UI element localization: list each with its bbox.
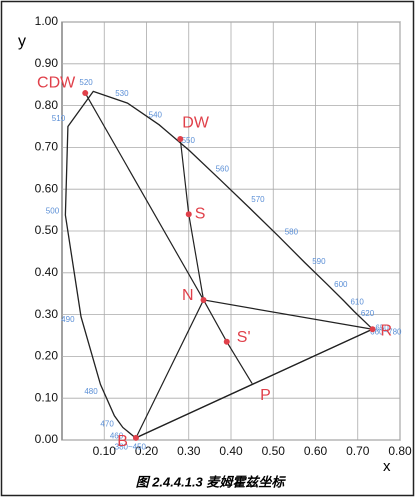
construction-line: [84, 92, 205, 301]
point-label: S: [195, 205, 206, 222]
wavelength-label: 530: [115, 89, 129, 98]
point-marker: [177, 136, 184, 143]
point-label: R: [381, 322, 393, 339]
y-tick-label: 0.90: [35, 56, 59, 70]
y-tick-label: 1.00: [35, 14, 59, 28]
y-tick-label: 0.20: [35, 349, 59, 363]
point-label: N: [182, 287, 194, 304]
wavelength-label: 460: [110, 431, 124, 440]
point-label: B: [117, 433, 128, 450]
x-tick-label: 0.60: [304, 444, 328, 458]
wavelength-label: 600: [334, 280, 348, 289]
y-tick-label: 0.40: [35, 265, 59, 279]
wavelength-label: 650: [375, 324, 389, 333]
wavelength-label: 570: [251, 195, 265, 204]
x-axis-label: x: [383, 458, 391, 475]
y-tick-label: 0.60: [35, 181, 59, 195]
point-label: CDW: [37, 74, 76, 91]
wavelength-label: 520: [79, 78, 93, 87]
wavelength-label: 660~780: [370, 327, 402, 336]
wavelength-label: 470: [100, 419, 114, 428]
wavelength-label: 480: [84, 387, 98, 396]
point-label: DW: [182, 114, 210, 131]
wavelength-label: 540: [149, 110, 163, 119]
x-tick-label: 0.30: [177, 444, 201, 458]
wavelength-label: 380~450: [115, 442, 147, 451]
wavelength-label: 560: [216, 164, 230, 173]
x-tick-label: 0.20: [135, 444, 159, 458]
x-tick-label: 0.50: [262, 444, 286, 458]
construction-line: [135, 328, 373, 439]
y-tick-label: 0.80: [35, 98, 59, 112]
point-marker: [200, 296, 207, 303]
y-axis-label: y: [18, 33, 26, 50]
point-marker: [132, 434, 139, 441]
y-tick-label: 0.00: [35, 432, 59, 446]
y-tick-label: 0.10: [35, 390, 59, 404]
wavelength-label: 620: [361, 309, 375, 318]
point-marker: [223, 338, 230, 345]
wavelength-label: 500: [46, 206, 60, 215]
wavelength-label: 580: [285, 227, 299, 236]
point-marker: [82, 90, 89, 97]
spectral-locus: [64, 90, 374, 439]
y-tick-label: 0.70: [35, 140, 59, 154]
y-tick-label: 0.30: [35, 307, 59, 321]
x-tick-label: 0.70: [346, 444, 370, 458]
x-tick-label: 0.10: [93, 444, 117, 458]
wavelength-label: 610: [350, 297, 364, 306]
caption: 图 2.4.4.1.3 麦姆霍兹坐标: [136, 474, 287, 489]
point-label: S': [237, 329, 251, 346]
wavelength-label: 550: [182, 136, 196, 145]
construction-line: [135, 299, 373, 439]
x-tick-label: 0.40: [219, 444, 243, 458]
y-tick-label: 0.50: [35, 223, 59, 237]
wavelength-label: 590: [312, 257, 326, 266]
wavelength-label: 510: [52, 114, 66, 123]
x-tick-label: 0.80: [388, 444, 412, 458]
point-marker: [185, 211, 192, 218]
point-label: P: [260, 387, 271, 404]
wavelength-label: 490: [61, 315, 75, 324]
point-marker: [369, 326, 376, 333]
